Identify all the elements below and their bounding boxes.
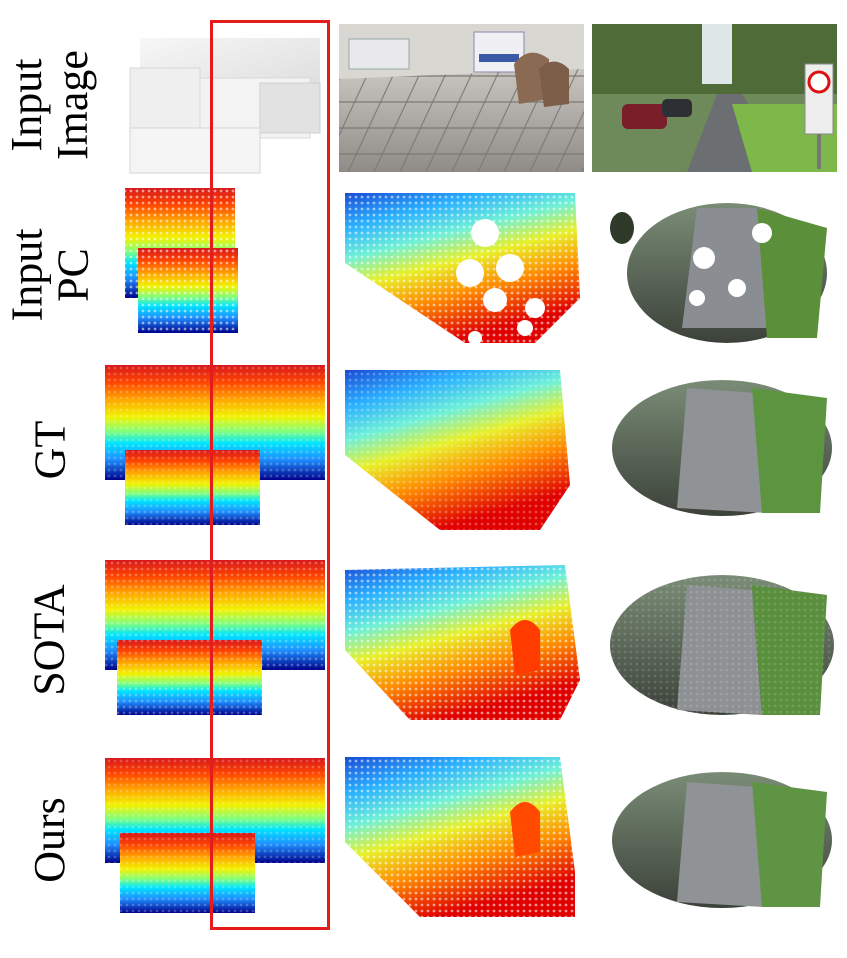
- room-gt-pointcloud: [335, 365, 580, 535]
- row-label-line2: Image: [48, 50, 97, 160]
- street-gt-pointcloud: [592, 368, 837, 518]
- room-input-image: [339, 24, 584, 172]
- row-label-input-pc: Input PC: [0, 190, 100, 360]
- sofa-ours-pointcloud: [100, 758, 330, 918]
- row-label-line1: GT: [25, 420, 74, 480]
- row-label-line2: PC: [47, 248, 97, 302]
- street-sota-pointcloud: [592, 565, 837, 720]
- row-label-line1: Input: [2, 58, 51, 152]
- sofa-sota-pointcloud: [97, 560, 332, 720]
- row-label-line1: Ours: [25, 797, 74, 883]
- room-ours-pointcloud: [335, 752, 580, 922]
- sofa-gt-pointcloud: [100, 365, 330, 530]
- row-label-gt: GT: [0, 360, 100, 540]
- row-label-line1: Input: [1, 228, 51, 322]
- row-label-line1: SOTA: [25, 584, 74, 696]
- room-sota-pointcloud: [335, 560, 580, 725]
- row-label-input-image: Input Image: [0, 20, 100, 190]
- street-input-pointcloud: [592, 188, 837, 348]
- sofa-input-image: [110, 28, 330, 178]
- sofa-input-pointcloud: [110, 188, 250, 338]
- street-input-image: [592, 24, 837, 172]
- highlight-box: [210, 20, 330, 930]
- street-ours-pointcloud: [592, 762, 837, 912]
- row-label-ours: Ours: [0, 745, 100, 935]
- row-label-sota: SOTA: [0, 550, 100, 730]
- room-input-pointcloud: [335, 188, 580, 348]
